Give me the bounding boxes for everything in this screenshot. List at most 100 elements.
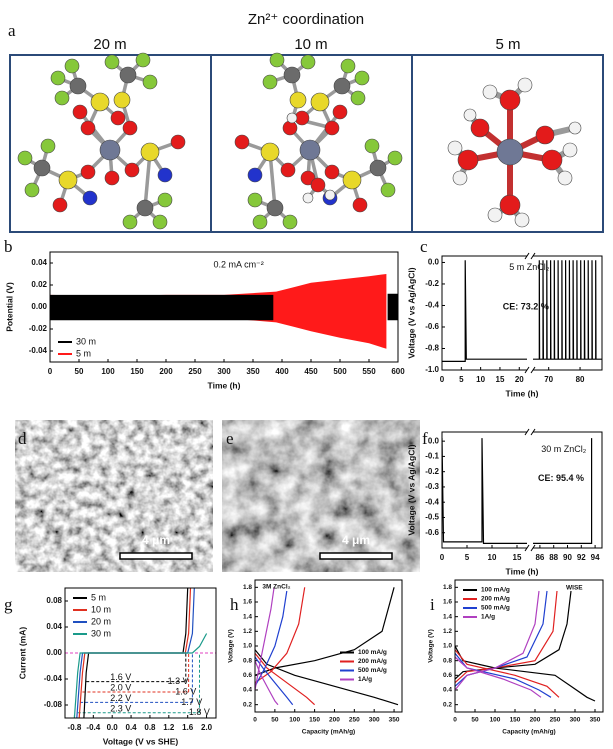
atom — [99, 139, 121, 161]
axis-break — [524, 544, 530, 552]
axis-break — [524, 366, 530, 374]
y-tick-label: -0.02 — [29, 324, 48, 333]
atom — [541, 149, 563, 171]
x-axis-label: Time (h) — [506, 388, 539, 398]
y-tick-label: -0.3 — [425, 482, 439, 491]
chart: 0.0 -0.2 -0.4 -0.6 -0.8 -1.00 5 10 15 20 70 80 Time … — [406, 252, 603, 398]
annotation: 1.3 V — [168, 676, 189, 686]
annotation: 2.0 V — [110, 682, 131, 692]
x-tick-label: 70 — [544, 375, 553, 384]
plot-frame — [254, 579, 403, 713]
column-header: 5 m — [495, 36, 520, 53]
y-tick-label: 1.8 — [243, 584, 252, 591]
x-tick-label: 86 — [535, 553, 544, 562]
y-tick-label: 0.04 — [46, 622, 62, 631]
annotation: 2.3 V — [110, 703, 131, 713]
chart: 0.08 0.04 0.00 -0.04 -0.08 -0.8 -0.4 0.0 0.4 0.8 1… — [17, 587, 217, 746]
y-axis-label: Voltage (V vs Ag/AgCl) — [406, 444, 416, 535]
x-tick-label: 0 — [253, 717, 257, 724]
x-tick-label: 88 — [549, 553, 558, 562]
line — [442, 438, 593, 544]
atom — [54, 90, 70, 106]
legend-label: 200 mA/g — [481, 596, 510, 603]
atom — [69, 77, 87, 95]
annotation: 1.6 V — [110, 672, 131, 682]
x-tick-label: -0.8 — [68, 723, 82, 732]
atom — [17, 150, 33, 166]
atom — [324, 189, 336, 201]
atom — [470, 118, 490, 138]
atom — [514, 212, 530, 228]
atom — [535, 125, 555, 145]
legend-label: 100 mA/g — [481, 587, 510, 594]
x-tick-label: 1.2 — [163, 723, 175, 732]
atom — [50, 70, 66, 86]
x-tick-label: 20 — [515, 375, 524, 384]
line — [73, 633, 208, 718]
atom — [157, 167, 173, 183]
x-tick-label: 0 — [48, 367, 53, 376]
y-tick-label: 1.6 — [443, 599, 452, 606]
scale-bar-label: 4 μm — [342, 533, 370, 547]
x-tick-label: 350 — [246, 367, 260, 376]
x-tick-label: 250 — [349, 717, 360, 724]
legend-label: 10 m — [91, 604, 111, 614]
x-tick-label: 15 — [513, 553, 522, 562]
x-tick-label: 300 — [570, 717, 581, 724]
atom — [80, 120, 96, 136]
chart: 0.0 -0.1 -0.2 -0.3 -0.4 -0.5 -0.6 0 5 10 15 86 88 90 9… — [406, 428, 603, 576]
y-tick-label: -0.04 — [44, 674, 63, 683]
x-tick-label: 0 — [453, 717, 457, 724]
atom — [310, 177, 326, 193]
panel-label: h — [230, 595, 239, 614]
y-tick-label: 1.6 — [243, 599, 252, 606]
annotation: 1.6 V — [175, 686, 196, 696]
legend-label: 500 mA/g — [358, 667, 387, 674]
legend-label: 5 m — [76, 348, 91, 358]
panel-label: c — [420, 237, 428, 256]
x-tick-label: 250 — [188, 367, 202, 376]
x-tick-label: 300 — [369, 717, 380, 724]
x-axis-label: Time (h) — [506, 566, 539, 576]
plot-frame — [49, 251, 399, 363]
atom — [342, 170, 362, 190]
y-tick-label: -0.6 — [425, 528, 439, 537]
x-axis-label: Capacity (mAh/g) — [302, 729, 355, 736]
axis-break — [530, 366, 536, 374]
atom — [487, 207, 503, 223]
atom — [142, 74, 158, 90]
line — [255, 587, 275, 691]
atom — [24, 182, 40, 198]
x-tick-label: 5 — [459, 375, 464, 384]
atom — [135, 52, 151, 68]
y-tick-label: -0.1 — [425, 452, 439, 461]
x-tick-label: 150 — [510, 717, 521, 724]
x-tick-label: -0.4 — [86, 723, 100, 732]
y-tick-label: -0.4 — [425, 497, 439, 506]
axis-break-gap — [527, 546, 533, 550]
y-tick-label: 0.00 — [31, 302, 47, 311]
y-tick-label: -1.0 — [425, 365, 439, 374]
panel-label: i — [430, 595, 435, 614]
panel-label: e — [226, 429, 234, 448]
molecules — [17, 52, 582, 230]
x-tick-label: 90 — [563, 553, 572, 562]
atom — [124, 162, 140, 178]
atom — [324, 120, 340, 136]
x-axis-label: Time (h) — [208, 380, 241, 390]
line — [455, 649, 560, 698]
line — [455, 645, 596, 702]
y-tick-label: 0.6 — [243, 672, 252, 679]
atom — [234, 134, 250, 150]
atom — [157, 192, 173, 208]
chart: 0.04 0.02 0.00 -0.02 -0.04 0 50 100 150 200 250 300… — [4, 251, 405, 390]
band — [50, 293, 398, 321]
atom — [152, 214, 168, 230]
annotation: 1.7 V — [181, 697, 202, 707]
line — [455, 590, 540, 691]
atom — [119, 66, 137, 84]
y-tick-label: -0.2 — [425, 279, 439, 288]
y-tick-label: 0.04 — [31, 258, 47, 267]
annotation: 5 m ZnCl₂ — [509, 262, 550, 272]
x-tick-label: 300 — [217, 367, 231, 376]
